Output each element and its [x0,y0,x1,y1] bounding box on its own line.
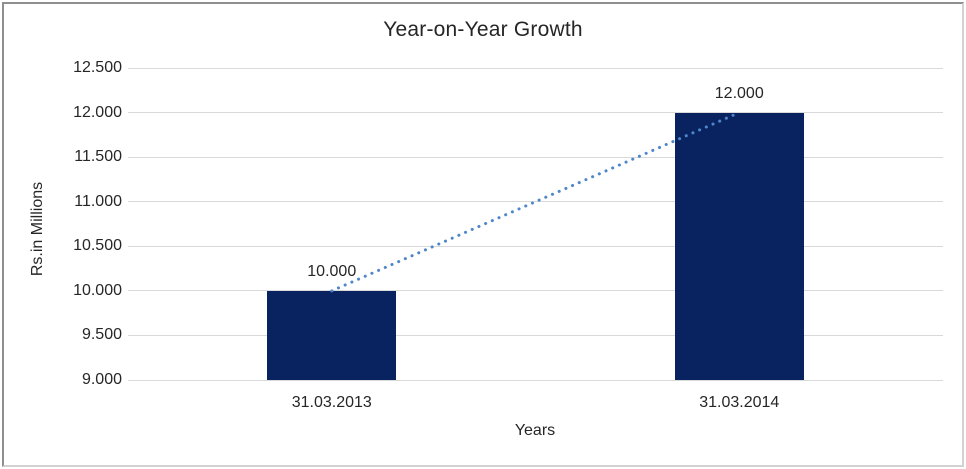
y-tick-label: 10.000 [73,281,122,299]
x-axis-title: Years [514,422,556,439]
x-category-label: 31.03.2014 [699,394,780,411]
gridline [128,379,943,381]
gridline [128,67,943,69]
gridline [128,156,943,158]
gridline [128,112,943,114]
y-tick-label: 12.500 [73,59,122,76]
y-tick-label: 9.500 [81,326,122,344]
gridline [128,245,943,247]
y-tick-label: 11.000 [74,192,122,210]
y-tick-label: 11.500 [74,148,122,166]
y-tick-label: 10.500 [73,237,122,255]
bar [674,112,804,380]
y-tick-label: 12.000 [73,103,122,121]
gridline [128,290,943,292]
gridline [128,201,943,203]
gridline [128,334,943,336]
y-tick-label: 9.000 [81,371,122,388]
chart-title: Year-on-Year Growth [383,18,583,41]
bar [267,290,397,380]
bar-value-label: 12.000 [714,84,764,102]
x-category-label: 31.03.2013 [291,394,372,411]
bar-value-label: 10.000 [307,262,357,280]
